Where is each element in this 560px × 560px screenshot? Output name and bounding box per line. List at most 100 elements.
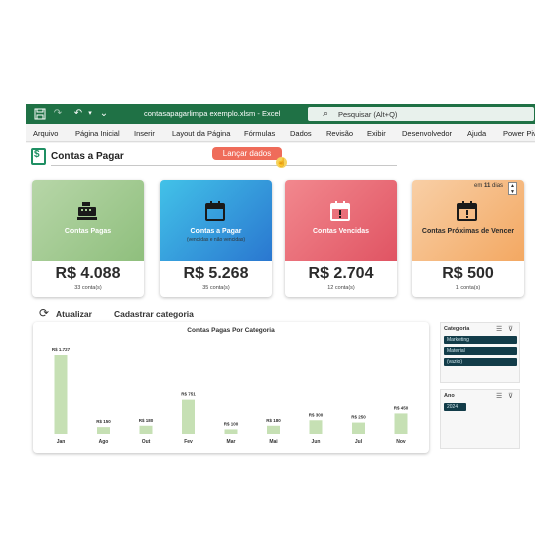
refresh-button[interactable]: Atualizar — [56, 309, 92, 319]
data-label: R$ 150 — [96, 419, 111, 424]
bar-fev[interactable] — [182, 399, 195, 434]
x-tick-label: Out — [142, 439, 151, 445]
bar-jul[interactable] — [352, 422, 365, 434]
clear-filter-icon[interactable]: ⊽ — [508, 326, 514, 333]
card-contas-vencidas[interactable]: Contas Vencidas R$ 2.704 12 conta(s) — [285, 180, 397, 297]
save-icon[interactable] — [34, 108, 46, 120]
tab-layout-da-pagina[interactable]: Layout da Página — [172, 129, 231, 138]
bar-ago[interactable] — [97, 427, 110, 434]
customize-toolbar-icon[interactable]: ⌄ — [99, 108, 109, 119]
data-label: R$ 100 — [224, 421, 239, 426]
spinner-up-icon[interactable]: ▲ — [510, 183, 515, 189]
card-label: Contas Pagas — [64, 228, 112, 235]
card-contas-proximas[interactable]: em 11 dias ▲ ▼ Contas Próximas de Vencer… — [412, 180, 524, 297]
tab-exibir[interactable]: Exibir — [367, 129, 386, 138]
slicer-title: Ano — [444, 393, 455, 399]
x-tick-label: Jun — [312, 439, 321, 445]
calendar-alert-icon — [330, 201, 350, 221]
refresh-icon[interactable]: ⟳ — [39, 306, 50, 320]
redo-icon[interactable]: ↷ — [53, 108, 63, 119]
tab-revisao[interactable]: Revisão — [326, 129, 354, 138]
card-contas-pagas[interactable]: Contas Pagas R$ 4.088 33 conta(s) — [32, 180, 144, 297]
chevron-down-icon[interactable]: ▾ — [88, 110, 92, 117]
tab-desenvolvedor[interactable]: Desenvolvedor — [402, 129, 453, 138]
data-label: R$ 300 — [309, 412, 324, 417]
card-value: R$ 4.088 — [55, 265, 121, 282]
card-label: Contas a Pagar — [190, 228, 242, 235]
card-header: Contas Vencidas — [285, 180, 397, 261]
slicer-categoria: Categoria ☰ ⊽ Marketing Material (vazio) — [440, 322, 520, 383]
bar-jun[interactable] — [309, 420, 323, 434]
x-tick-label: Mar — [227, 439, 236, 445]
card-header: em 11 dias ▲ ▼ Contas Próximas de Vencer — [412, 180, 524, 261]
slicer-title: Categoria — [444, 326, 470, 332]
slicer-item-material[interactable]: Material — [444, 347, 517, 355]
card-label: Contas Próximas de Vencer — [421, 228, 515, 235]
money-logo-icon — [31, 148, 46, 165]
bar-out[interactable] — [139, 425, 153, 434]
multi-select-icon[interactable]: ☰ — [496, 393, 503, 400]
card-value: R$ 500 — [442, 265, 494, 282]
tab-inserir[interactable]: Inserir — [134, 129, 155, 138]
card-count: 33 conta(s) — [74, 285, 102, 291]
card-value: R$ 2.704 — [308, 265, 374, 282]
title-divider — [51, 165, 397, 166]
tab-dados[interactable]: Dados — [290, 129, 312, 138]
card-count: 12 conta(s) — [327, 285, 355, 291]
x-tick-label: Jan — [57, 439, 66, 445]
multi-select-icon[interactable]: ☰ — [496, 326, 503, 333]
card-subtitle: (vencidas e não vencidas) — [186, 237, 246, 243]
dashboard-sheet: Contas a Pagar Lançar dados ☝ Contas Pag… — [26, 143, 535, 457]
card-header: Contas a Pagar (vencidas e não vencidas) — [160, 180, 272, 261]
search-placeholder: Pesquisar (Alt+Q) — [338, 110, 398, 119]
page-title: Contas a Pagar — [51, 151, 124, 162]
x-tick-label: Fev — [184, 439, 193, 445]
bar-jan[interactable] — [54, 355, 68, 434]
data-label: R$ 1.727 — [52, 347, 71, 352]
slicer-item-vazio[interactable]: (vazio) — [444, 358, 517, 366]
chart-title: Contas Pagas Por Categoria — [187, 327, 275, 334]
register-category-button[interactable]: Cadastrar categoria — [114, 309, 194, 319]
tab-arquivo[interactable]: Arquivo — [33, 129, 59, 138]
tab-power-pivot[interactable]: Power Piv — [503, 129, 535, 138]
search-icon: ⌕ — [323, 108, 329, 118]
card-header: Contas Pagas — [32, 180, 144, 261]
clear-filter-icon[interactable]: ⊽ — [508, 393, 514, 400]
x-tick-label: Ago — [99, 439, 109, 445]
data-label: R$ 180 — [139, 418, 154, 423]
launch-data-button[interactable]: Lançar dados — [212, 147, 282, 160]
days-suffix: dias — [492, 183, 504, 189]
data-label: R$ 751 — [181, 392, 196, 397]
data-label: R$ 450 — [394, 405, 409, 410]
chart-panel: Contas Pagas Por Categoria R$ 1.727 Jan R$… — [33, 322, 429, 453]
slicer-item-2024[interactable]: 2024 — [444, 403, 466, 411]
calendar-icon — [205, 201, 225, 221]
x-tick-label: Nov — [396, 439, 406, 445]
days-value: 11 — [484, 183, 491, 189]
card-label: Contas Vencidas — [312, 228, 370, 235]
excel-window: ↷ ↶ ▾ ⌄ contasapagarlimpa exemplo.xlsm -… — [26, 104, 535, 457]
card-count: 1 conta(s) — [455, 285, 481, 291]
undo-icon[interactable]: ↶ — [73, 108, 83, 119]
days-prefix: em — [474, 183, 483, 189]
bar-nov[interactable] — [394, 413, 408, 434]
bar-chart: R$ 1.727 Jan R$ 150 Ago R$ 180 Out R$ 751 Fev R$… — [52, 347, 409, 445]
tab-pagina-inicial[interactable]: Página Inicial — [75, 129, 120, 138]
card-value: R$ 5.268 — [183, 265, 249, 282]
title-bar: ↷ ↶ ▾ ⌄ contasapagarlimpa exemplo.xlsm -… — [26, 104, 535, 124]
search-box[interactable]: ⌕ Pesquisar (Alt+Q) — [308, 107, 534, 121]
days-selector: em 11 dias — [474, 183, 503, 189]
slicer-ano: Ano ☰ ⊽ 2024 — [440, 389, 520, 449]
calendar-alert-icon — [457, 201, 477, 221]
cash-register-icon — [77, 202, 97, 220]
bar-mar[interactable] — [224, 429, 238, 434]
spinner-down-icon[interactable]: ▼ — [510, 189, 515, 195]
card-contas-a-pagar[interactable]: Contas a Pagar (vencidas e não vencidas)… — [160, 180, 272, 297]
data-label: R$ 250 — [351, 415, 366, 420]
ribbon-tabs: Arquivo Página Inicial Inserir Layout da… — [26, 124, 535, 142]
bar-mai[interactable] — [267, 425, 280, 434]
tab-formulas[interactable]: Fórmulas — [244, 129, 276, 138]
days-spinner[interactable]: ▲ ▼ — [508, 182, 517, 195]
tab-ajuda[interactable]: Ajuda — [467, 129, 487, 138]
slicer-item-marketing[interactable]: Marketing — [444, 336, 517, 344]
